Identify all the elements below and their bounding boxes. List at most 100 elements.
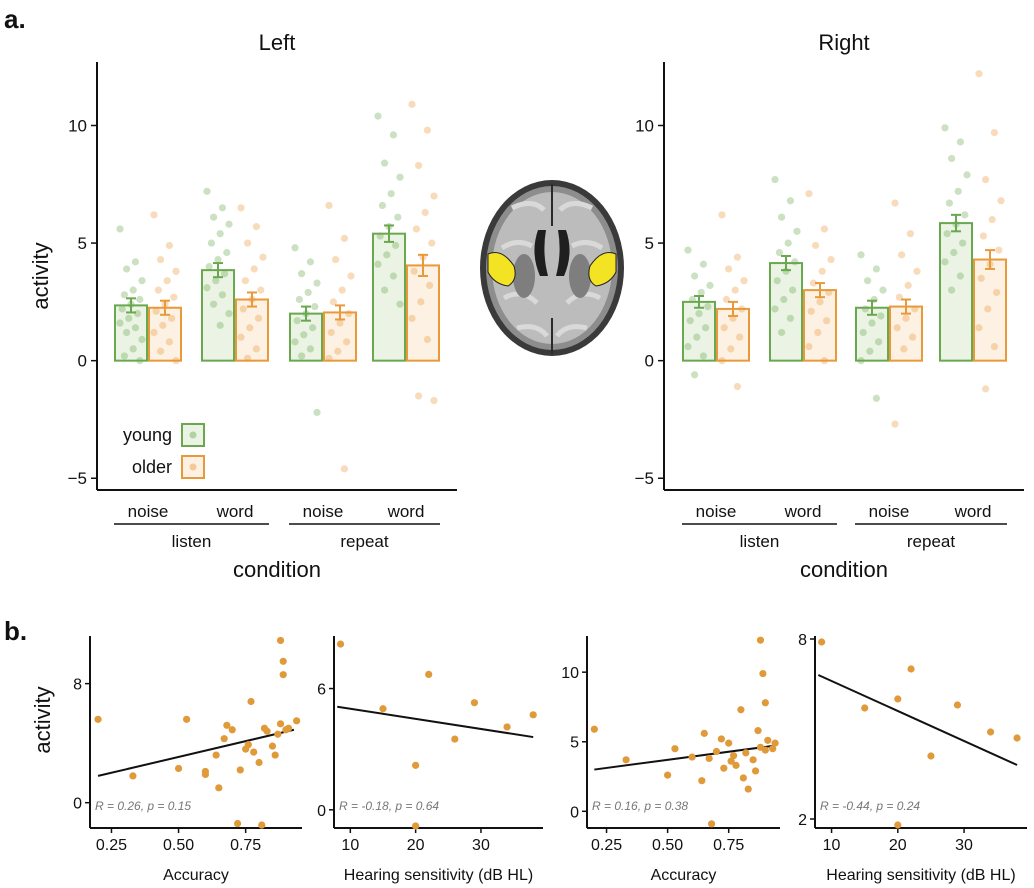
scatter-point: [894, 821, 902, 829]
data-point-older: [904, 281, 912, 290]
data-point-older: [718, 211, 726, 219]
bar-older: [889, 305, 923, 362]
data-point-young: [691, 272, 699, 280]
fit-line: [97, 728, 295, 777]
data-point-young: [392, 241, 400, 250]
data-point-young: [691, 371, 699, 379]
data-point-older: [825, 288, 833, 297]
data-point-young: [210, 300, 218, 308]
data-point-young: [699, 260, 708, 268]
data-point-young: [941, 124, 949, 132]
scatter-point: [622, 756, 630, 764]
data-point-older: [428, 239, 436, 247]
data-point-young: [291, 244, 299, 252]
data-point-young: [374, 112, 382, 120]
scatter-point: [236, 766, 244, 774]
data-point-older: [165, 338, 173, 346]
data-point-young: [775, 248, 784, 257]
panel-label-a: a.: [4, 4, 26, 34]
data-point-young: [293, 317, 301, 325]
scatter-point: [729, 752, 738, 760]
data-point-young: [381, 286, 389, 294]
data-point-young: [789, 286, 797, 294]
scatter-point: [698, 777, 706, 785]
scatter-point: [700, 729, 708, 737]
x-axis-title: Hearing sensitivity (dB HL): [826, 867, 1015, 884]
fit-line: [817, 674, 1018, 766]
data-point-young: [313, 408, 321, 416]
data-point-older: [820, 225, 829, 233]
data-point-older: [733, 253, 742, 261]
brain-image: [480, 180, 624, 356]
data-point-older: [159, 321, 167, 329]
scatter-point: [953, 701, 962, 709]
data-point-older: [421, 208, 429, 217]
scatter-point: [279, 671, 287, 679]
scatter-point: [742, 749, 750, 757]
data-point-young: [688, 295, 697, 304]
data-point-older: [334, 347, 342, 355]
scatter-point: [201, 770, 209, 779]
data-point-young: [136, 357, 144, 365]
y-tick-label: 0: [570, 804, 579, 821]
data-point-young: [771, 305, 779, 313]
data-point-young: [123, 328, 131, 337]
data-point-older: [250, 265, 258, 273]
data-point-older: [332, 255, 340, 264]
data-point-young: [378, 201, 386, 210]
data-point-young: [120, 291, 128, 299]
scatter-point: [771, 739, 779, 747]
data-point-older: [891, 420, 899, 428]
data-point-young: [866, 347, 874, 355]
data-point-older: [150, 211, 158, 219]
scatter-point: [761, 746, 769, 754]
y-tick-label: 0: [317, 803, 326, 820]
data-point-older: [165, 241, 173, 250]
data-point-young: [704, 302, 712, 311]
data-point-young: [298, 352, 306, 360]
data-point-young: [131, 324, 139, 332]
scatter-point: [279, 657, 287, 665]
stats-annotation: R = 0.16, p = 0.38: [592, 799, 688, 813]
y-tick-label: 0: [73, 796, 82, 813]
data-point-older: [430, 397, 438, 405]
data-point-young: [695, 310, 703, 318]
scatter-point: [412, 822, 420, 830]
data-point-young: [376, 232, 384, 240]
scatter-point: [894, 695, 902, 703]
data-point-young: [118, 305, 126, 313]
y-tick-label: 2: [798, 812, 807, 829]
data-point-older: [740, 277, 748, 285]
scatter-point: [284, 724, 293, 732]
category-label: word: [387, 502, 425, 521]
legend-swatch: [181, 423, 205, 447]
legend-dot: [189, 431, 197, 439]
scatter-point: [712, 747, 721, 756]
bar-young: [289, 312, 323, 362]
group-label: listen: [740, 532, 780, 551]
data-point-older: [347, 272, 355, 280]
data-point-young: [123, 265, 131, 273]
data-point-older: [237, 204, 245, 212]
scatter-point: [754, 727, 762, 735]
x-tick-label: 10: [823, 837, 841, 854]
y-tick-label: 6: [317, 682, 326, 699]
scatter-point: [1013, 734, 1021, 742]
scatter-point: [720, 764, 728, 772]
data-point-older: [327, 328, 335, 337]
data-point-young: [943, 230, 951, 238]
scatter-point: [412, 761, 420, 769]
category-label: noise: [869, 502, 910, 521]
data-point-older: [340, 465, 348, 473]
data-point-older: [727, 345, 735, 353]
data-point-older: [891, 199, 899, 207]
data-point-young: [306, 258, 314, 266]
x-axis-title: condition: [233, 557, 321, 582]
data-point-young: [116, 319, 124, 327]
scatter-point: [529, 711, 537, 719]
data-point-older: [725, 265, 733, 273]
bar-older: [406, 264, 440, 362]
data-point-older: [172, 267, 180, 275]
data-point-young: [205, 262, 213, 271]
data-point-young: [125, 314, 133, 322]
